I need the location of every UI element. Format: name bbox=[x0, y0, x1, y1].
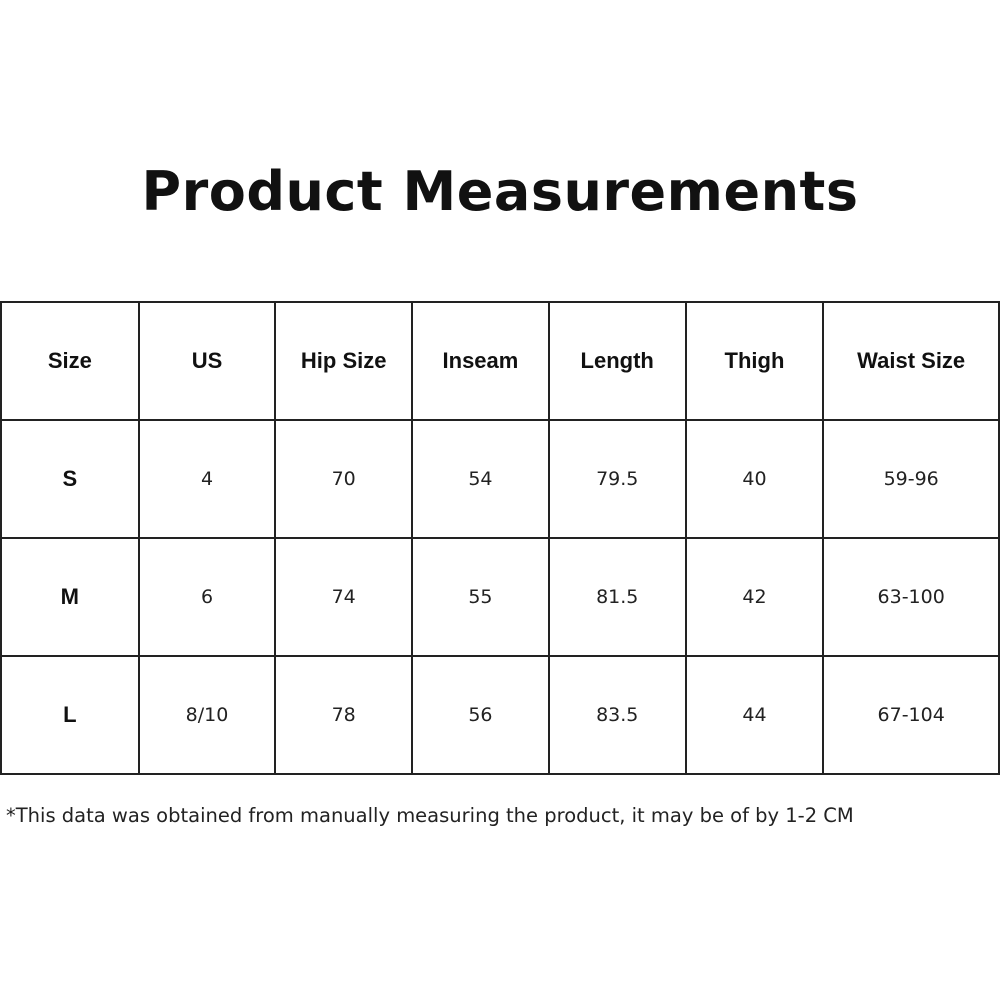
header-size: Size bbox=[0, 301, 140, 421]
cell-thigh: 44 bbox=[684, 655, 825, 775]
cell-hip-size: 70 bbox=[274, 419, 414, 539]
page-title: Product Measurements bbox=[141, 160, 859, 223]
footnote: *This data was obtained from manually me… bbox=[6, 804, 854, 827]
cell-size: L bbox=[0, 655, 140, 775]
header-thigh: Thigh bbox=[684, 301, 825, 421]
cell-thigh: 42 bbox=[684, 537, 825, 657]
header-us: US bbox=[137, 301, 277, 421]
table-row: M 6 74 55 81.5 42 63-100 bbox=[0, 537, 1000, 657]
cell-inseam: 56 bbox=[411, 655, 550, 775]
table-row: S 4 70 54 79.5 40 59-96 bbox=[0, 419, 1000, 539]
cell-inseam: 54 bbox=[411, 419, 550, 539]
cell-thigh: 40 bbox=[684, 419, 825, 539]
header-inseam: Inseam bbox=[411, 301, 550, 421]
cell-waist-size: 59-96 bbox=[822, 419, 1000, 539]
cell-waist-size: 67-104 bbox=[822, 655, 1000, 775]
cell-length: 83.5 bbox=[547, 655, 687, 775]
cell-us: 6 bbox=[137, 537, 277, 657]
cell-hip-size: 74 bbox=[274, 537, 414, 657]
table-header-row: Size US Hip Size Inseam Length Thigh Wai… bbox=[0, 301, 1000, 421]
header-waist-size: Waist Size bbox=[822, 301, 1000, 421]
cell-inseam: 55 bbox=[411, 537, 550, 657]
cell-us: 8/10 bbox=[137, 655, 277, 775]
table-row: L 8/10 78 56 83.5 44 67-104 bbox=[0, 655, 1000, 775]
header-length: Length bbox=[547, 301, 687, 421]
cell-us: 4 bbox=[137, 419, 277, 539]
cell-size: M bbox=[0, 537, 140, 657]
header-hip-size: Hip Size bbox=[274, 301, 414, 421]
cell-hip-size: 78 bbox=[274, 655, 414, 775]
cell-length: 81.5 bbox=[547, 537, 687, 657]
cell-size: S bbox=[0, 419, 140, 539]
cell-waist-size: 63-100 bbox=[822, 537, 1000, 657]
cell-length: 79.5 bbox=[547, 419, 687, 539]
measurements-table: Size US Hip Size Inseam Length Thigh Wai… bbox=[0, 301, 1000, 775]
